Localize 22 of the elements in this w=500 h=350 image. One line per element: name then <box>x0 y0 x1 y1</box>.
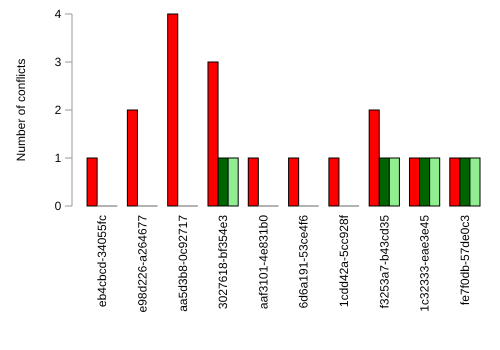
y-tick-label: 4 <box>54 7 62 22</box>
x-tick-label: 6d6a191-53ce4f6 <box>296 214 311 308</box>
x-tick-label: eb4cbcd-34055fc <box>95 215 110 308</box>
x-tick-label: aa5d3b8-0c92717 <box>176 214 190 312</box>
x-tick-label: fe7f0db-57de0c3 <box>458 214 472 306</box>
x-tick-label: 1c32333-eae3e45 <box>418 214 432 312</box>
bar <box>328 158 340 206</box>
y-tick-label: 3 <box>54 55 62 70</box>
bar <box>288 158 300 206</box>
x-tick-label: 1cdd42a-5cc928f <box>336 214 351 308</box>
y-tick-label: 2 <box>54 103 62 118</box>
x-tick-label: f3253a7-b43cd35 <box>377 214 392 308</box>
bar <box>86 158 98 206</box>
bar <box>167 14 178 206</box>
y-tick-label: 0 <box>54 199 62 214</box>
y-tick-label: 1 <box>54 151 62 166</box>
x-tick-label: 3027618-bf354e3 <box>216 214 230 310</box>
y-axis-title: Number of conflicts <box>14 58 28 162</box>
bar <box>126 110 138 206</box>
bar <box>248 158 259 206</box>
x-tick-label: e98d226-a264677 <box>135 214 150 312</box>
x-tick-label: aaf3101-4e831b0 <box>256 214 270 310</box>
